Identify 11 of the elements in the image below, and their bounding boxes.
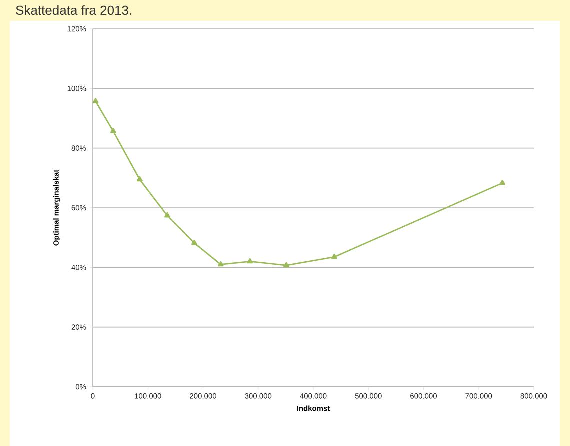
point — [247, 258, 254, 264]
point — [331, 254, 338, 260]
point — [92, 98, 99, 104]
point — [218, 261, 224, 267]
point — [164, 212, 170, 218]
text: Skattedata fra 2013. — [16, 6, 132, 16]
point — [136, 176, 143, 182]
point — [284, 262, 290, 268]
point — [191, 240, 198, 246]
point — [500, 180, 506, 186]
point — [110, 128, 116, 134]
